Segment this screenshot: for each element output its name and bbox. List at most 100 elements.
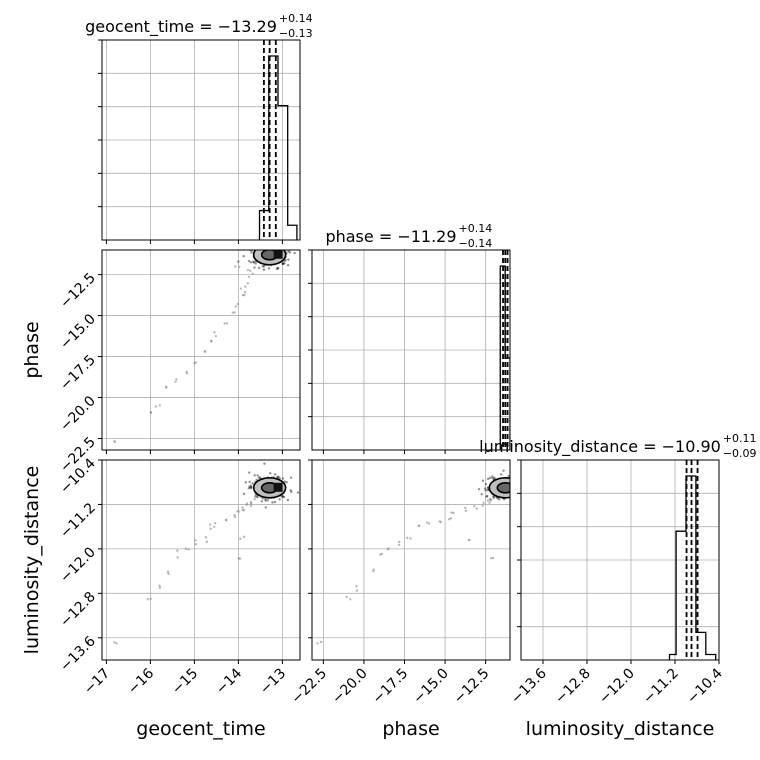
scatter-point — [513, 497, 515, 499]
scatter-point — [522, 489, 524, 491]
histogram-phase — [499, 265, 510, 450]
panel-title-luminosity_distance: luminosity_distance = −10.90 +0.11 −0.09 — [479, 432, 756, 460]
scatter-point — [281, 477, 285, 480]
scatter-point — [149, 597, 152, 601]
scatter-point — [406, 536, 409, 540]
scatter-point — [203, 350, 207, 354]
scatter-point — [515, 486, 517, 488]
scatter-point — [214, 334, 218, 338]
scatter-point — [259, 241, 261, 243]
x-tick-label: −15 — [169, 666, 201, 698]
scatter-point — [296, 491, 300, 494]
scatter-point — [513, 493, 515, 495]
scatter-point — [176, 549, 179, 552]
scatter-point — [209, 339, 213, 342]
scatter-point — [517, 480, 519, 482]
scatter-point — [250, 251, 253, 254]
scatter-point — [246, 268, 250, 272]
scatter-point — [514, 492, 516, 494]
scatter-point — [158, 584, 161, 588]
x-tick-label: −10.4 — [684, 665, 726, 707]
scatter-point — [265, 245, 267, 247]
scatter-point — [273, 246, 275, 248]
scatter-point — [269, 240, 271, 242]
scatter-point — [284, 246, 286, 248]
scatter-point — [247, 259, 251, 263]
scatter-point — [482, 501, 485, 505]
scatter-point — [525, 481, 527, 483]
scatter-point — [276, 475, 279, 479]
scatter-point — [386, 547, 390, 551]
scatter-point — [242, 254, 245, 258]
scatter-point — [449, 517, 453, 520]
contour-peak — [273, 482, 283, 492]
scatter-point — [287, 258, 290, 261]
scatter-point — [475, 507, 478, 510]
scatter-point — [516, 485, 518, 487]
scatter-point — [260, 500, 264, 503]
scatter-point — [239, 537, 242, 540]
scatter-point — [270, 247, 272, 249]
scatter-point — [257, 476, 261, 479]
panel-phase-vs-phase — [308, 249, 511, 454]
scatter-point — [167, 572, 170, 576]
scatter-point — [273, 245, 275, 247]
scatter-point — [249, 486, 253, 490]
scatter-point — [276, 266, 280, 270]
x-tick-label: −14 — [213, 665, 245, 697]
scatter-point — [256, 495, 259, 498]
scatter-point — [514, 490, 516, 492]
scatter-point — [511, 486, 513, 488]
scatter-point — [267, 246, 269, 248]
scatter-point — [316, 642, 319, 645]
scatter-point — [244, 285, 247, 288]
histogram-luminosity_distance — [668, 475, 717, 660]
y-tick-label: −20.0 — [57, 393, 99, 435]
panel-frame — [101, 249, 301, 451]
scatter-point — [518, 490, 520, 492]
panel-frame — [311, 249, 511, 451]
x-tick-label: −17.5 — [370, 666, 412, 708]
scatter-point — [439, 520, 442, 524]
scatter-point — [254, 262, 257, 265]
scatter-point — [511, 495, 513, 497]
panel-geocent_time-vs-geocent_time — [98, 39, 301, 244]
scatter-point — [237, 557, 240, 560]
scatter-point — [262, 246, 264, 248]
scatter-point — [481, 479, 485, 482]
scatter-point — [245, 502, 249, 505]
scatter-point — [507, 474, 510, 478]
scatter-point — [260, 246, 262, 248]
y-axis-label-phase: phase — [21, 321, 43, 378]
scatter-point — [492, 495, 496, 499]
scatter-point — [231, 311, 235, 314]
panel-frame — [101, 459, 301, 661]
scatter-point — [514, 483, 516, 485]
scatter-point — [511, 477, 513, 479]
panel-luminosity_distance-vs-geocent_time — [98, 459, 301, 664]
scatter-point — [283, 244, 285, 246]
scatter-point — [262, 265, 266, 268]
scatter-point — [517, 495, 519, 497]
scatter-point — [249, 261, 253, 264]
scatter-point — [517, 491, 519, 493]
scatter-point — [194, 543, 198, 546]
title-main: phase = −11.29 — [325, 227, 456, 246]
scatter-point — [254, 245, 256, 247]
title-sub: −0.14 — [459, 237, 493, 250]
scatter-point — [276, 246, 278, 248]
scatter-point — [285, 481, 288, 484]
scatter-point — [513, 478, 515, 480]
scatter-point — [205, 540, 208, 544]
scatter-point — [513, 478, 515, 480]
panel-luminosity_distance-vs-luminosity_distance — [517, 459, 720, 664]
x-tick-label: −13.6 — [508, 665, 550, 707]
histogram-geocent_time — [258, 55, 298, 240]
scatter-point — [253, 266, 256, 269]
scatter-point — [480, 493, 483, 496]
scatter-point — [397, 543, 401, 547]
title-sub: −0.09 — [723, 447, 757, 460]
scatter-point — [485, 495, 488, 498]
scatter-point — [269, 472, 272, 475]
scatter-point — [251, 482, 254, 485]
